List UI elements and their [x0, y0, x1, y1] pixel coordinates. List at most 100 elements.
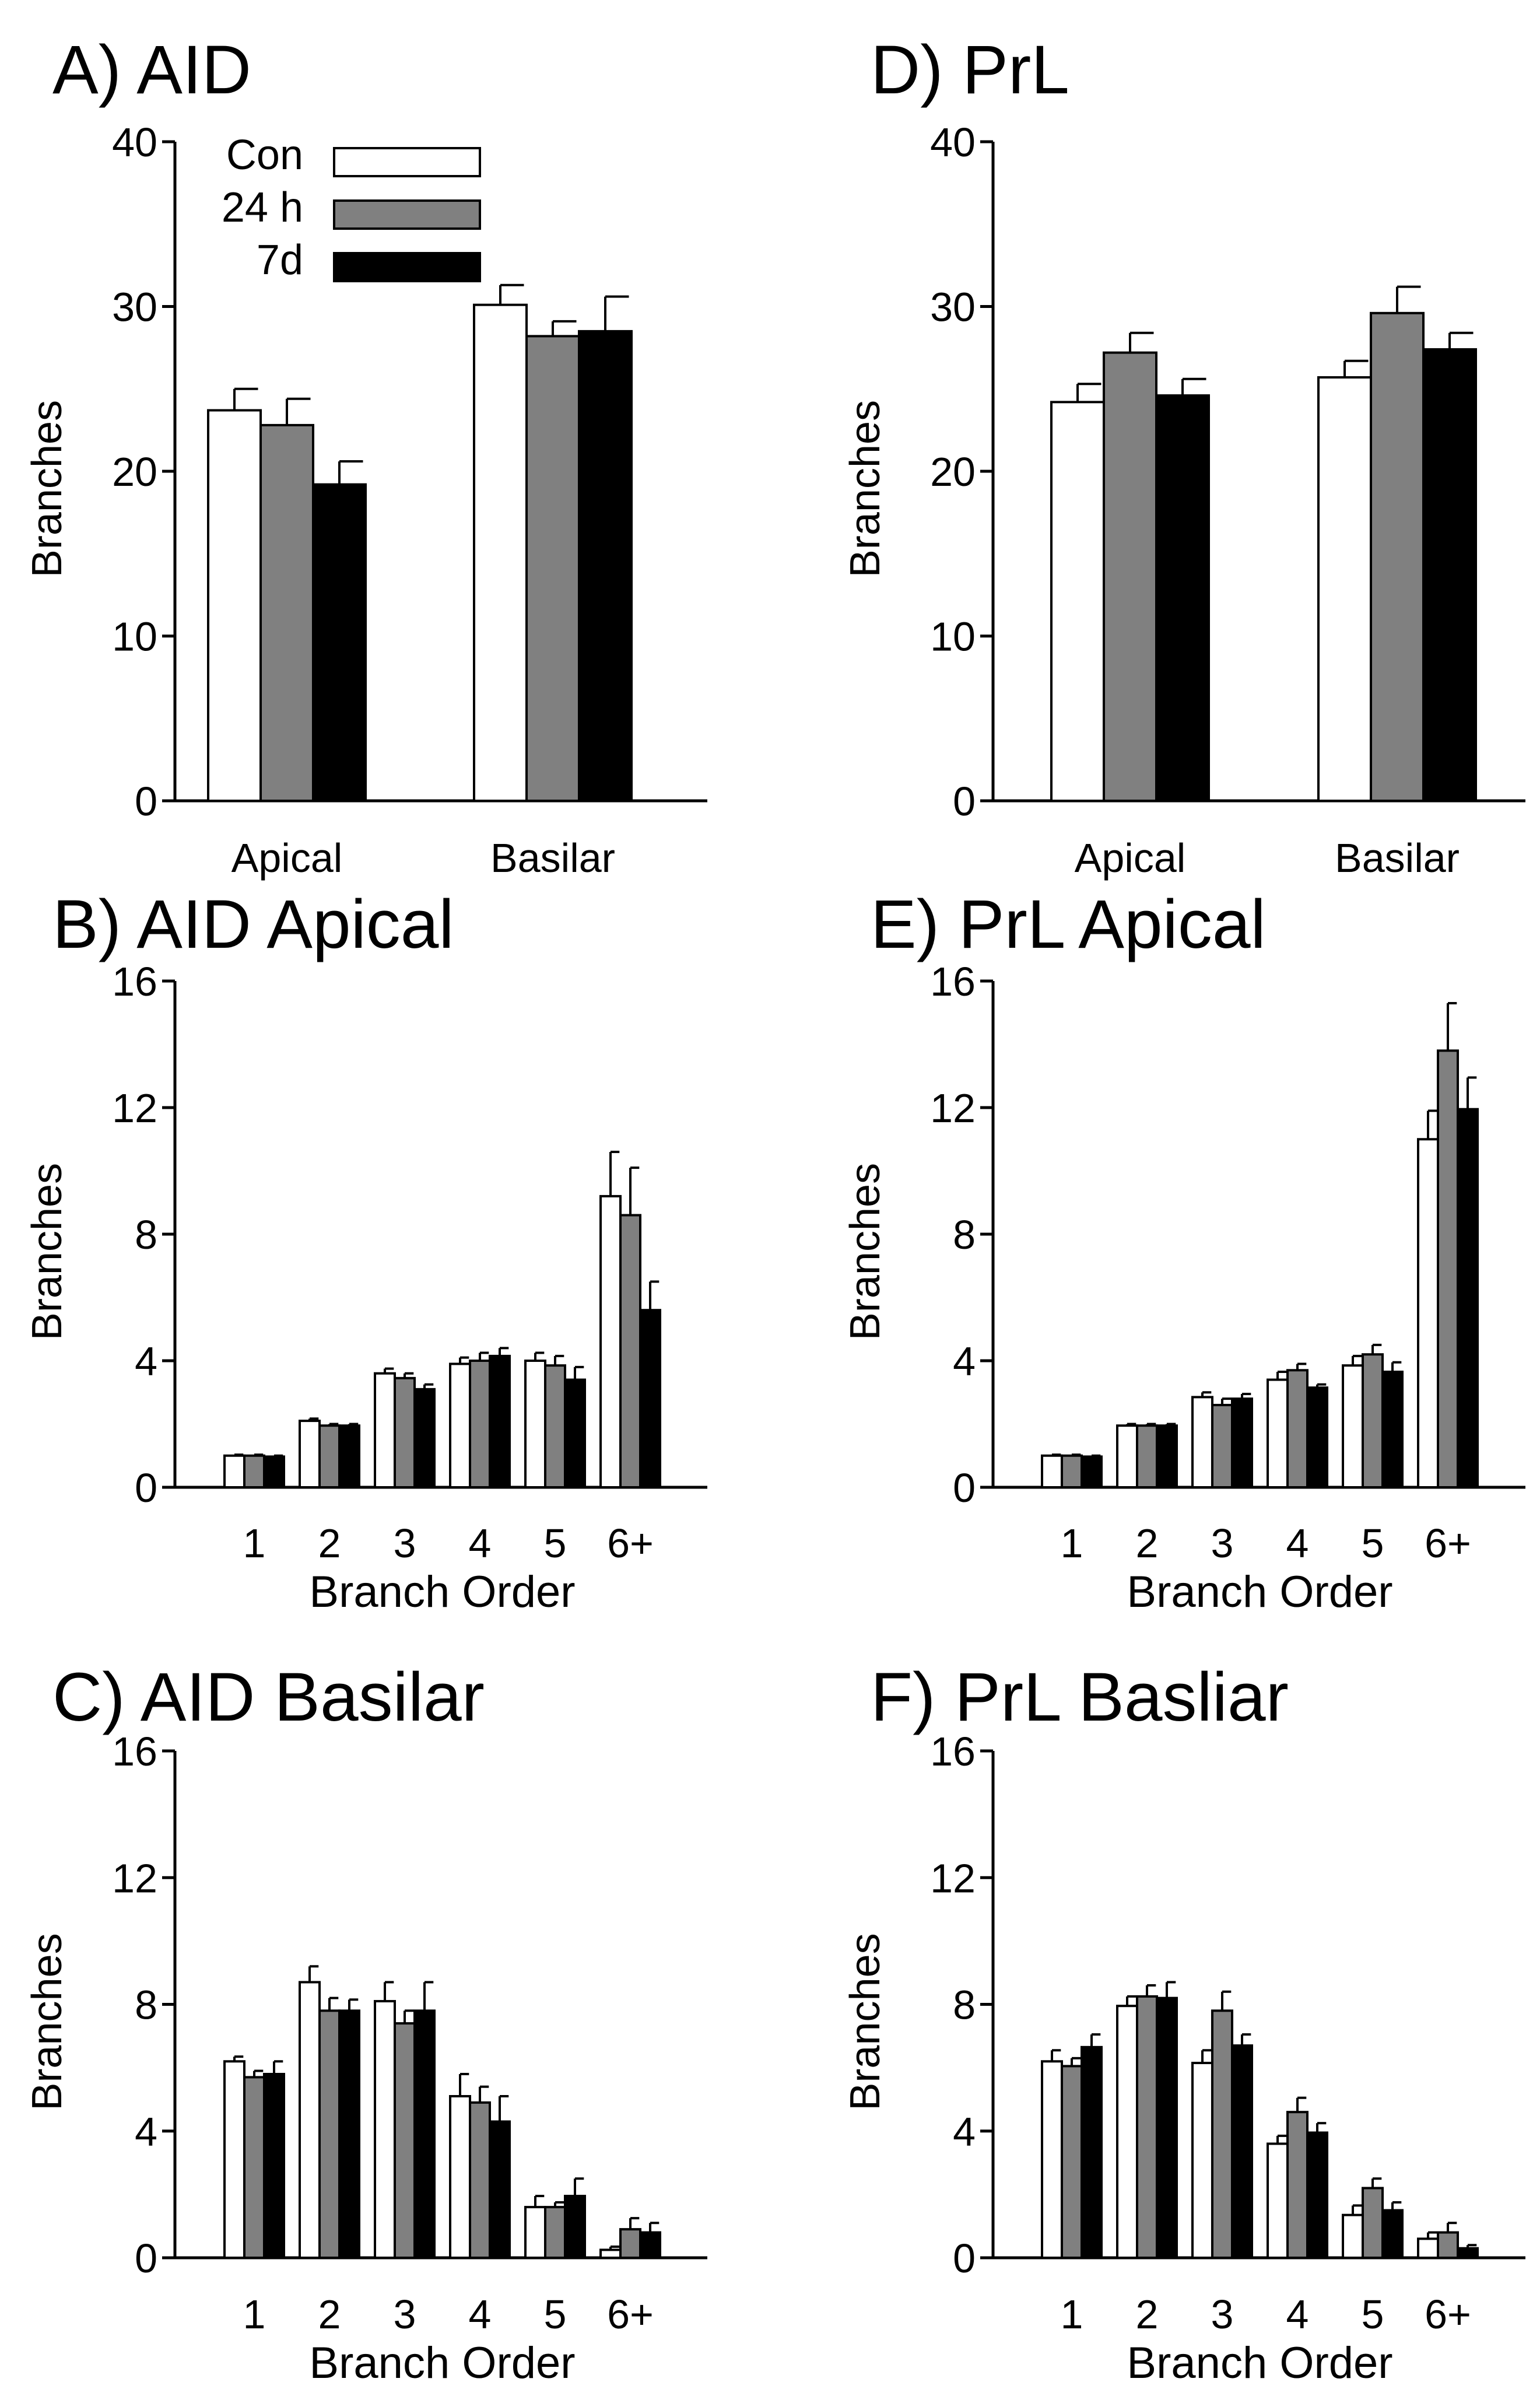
panel-a-y-tick-label: 0 — [135, 779, 157, 824]
panel-b-y-tick-label: 4 — [135, 1339, 157, 1384]
panel-b-bar — [544, 1364, 566, 1488]
panel-d-bar — [1050, 401, 1105, 802]
panel-c-x-tick-label: 3 — [394, 2292, 416, 2337]
panel-e-title: E) PrL Apical — [871, 886, 1266, 963]
legend-swatch-24-h — [333, 199, 481, 230]
panel-c-bar — [223, 2060, 245, 2259]
legend-label-con: Con — [226, 132, 303, 178]
panel-e-bar — [1231, 1397, 1253, 1489]
panel-a-y-tick-label: 30 — [112, 285, 157, 330]
panel-f-bar — [1041, 2060, 1063, 2259]
panel-c-x-tick-label: 1 — [243, 2292, 266, 2337]
panel-f-y-tick-label: 12 — [930, 1855, 976, 1901]
panel-a-bar — [578, 330, 633, 802]
panel-a-y-tick-label: 40 — [112, 120, 157, 165]
panel-f-bar — [1457, 2247, 1479, 2260]
panel-c-bar — [599, 2248, 622, 2259]
panel-f-x-tick-label: 5 — [1362, 2292, 1384, 2337]
panel-f-x-tick-label: 1 — [1061, 2292, 1083, 2337]
panel-b-bar — [338, 1424, 360, 1488]
panel-c-bar — [413, 2009, 436, 2260]
panel-b-x-tick-label: 3 — [394, 1521, 416, 1566]
panel-f-bar — [1136, 1995, 1158, 2259]
panel-e-x-tick-label: 4 — [1286, 1521, 1309, 1566]
panel-d-y-tick-label: 20 — [930, 449, 976, 495]
legend-swatch-con — [333, 147, 481, 177]
panel-e-bar — [1116, 1424, 1138, 1488]
panel-b-y-tick-label: 8 — [135, 1212, 157, 1257]
panel-c-bar — [299, 1981, 321, 2259]
panel-f-bar — [1342, 2213, 1364, 2260]
panel-a-aid: A) AID 0 10 20 30 40 Branches Apical Basilar — [24, 31, 707, 881]
panel-c-x-axis-label: Branch Order — [309, 2338, 575, 2388]
panel-c-bar — [318, 2009, 341, 2260]
panel-e-y-tick-label: 0 — [953, 1465, 976, 1511]
panel-f-x-tick-label: 6+ — [1425, 2292, 1471, 2337]
panel-f-y-axis-label: Branches — [842, 1933, 889, 2110]
panel-c-y-tick-label: 8 — [135, 1982, 157, 2028]
panel-c-bar — [449, 2095, 471, 2260]
panel-b-x-tick-label: 6+ — [607, 1521, 654, 1566]
panel-b-x-tick-label: 2 — [318, 1521, 341, 1566]
panel-e-x-tick-label: 5 — [1362, 1521, 1384, 1566]
panel-f-bar — [1286, 2111, 1309, 2260]
panel-b-title: B) AID Apical — [52, 886, 454, 963]
panel-c-bar — [243, 2076, 265, 2259]
panel-e-x-tick-label: 6+ — [1425, 1521, 1471, 1566]
panel-a-y-tick-label: 10 — [112, 614, 157, 660]
panel-c-y-tick-label: 12 — [112, 1855, 157, 1901]
panel-b-bar — [243, 1454, 265, 1488]
panel-a-y-tick-label: 20 — [112, 449, 157, 495]
panel-b-bar — [374, 1372, 396, 1488]
panel-c-y-tick-label: 0 — [135, 2236, 157, 2281]
panel-d-title: D) PrL — [871, 31, 1069, 108]
legend-label-24-h: 24 h — [222, 184, 303, 231]
panel-c-y-tick-label: 4 — [135, 2109, 157, 2155]
panel-e-bar — [1457, 1108, 1479, 1488]
panel-f-x-tick-label: 4 — [1286, 2292, 1309, 2337]
panel-f-y-tick-label: 16 — [930, 1729, 976, 1774]
panel-e-bar — [1437, 1049, 1459, 1488]
panel-e-bar — [1191, 1396, 1213, 1488]
panel-f-bar — [1156, 1996, 1178, 2259]
panel-f-title: F) PrL Basliar — [871, 1659, 1289, 1736]
panel-f-bar — [1362, 2187, 1384, 2259]
panel-b-bar — [564, 1378, 586, 1489]
panel-e-x-tick-label: 1 — [1061, 1521, 1083, 1566]
panel-c-title: C) AID Basilar — [52, 1659, 485, 1736]
panel-d-x-tick-label: Apical — [1075, 835, 1186, 881]
panel-e-bar — [1417, 1138, 1439, 1488]
panel-f-y-tick-label: 8 — [953, 1982, 976, 2028]
panel-b-x-tick-label: 1 — [243, 1521, 266, 1566]
panel-b-bar — [489, 1354, 511, 1489]
panel-d-bar — [1370, 311, 1425, 802]
panel-e-y-tick-label: 16 — [930, 959, 976, 1004]
panel-b-bar — [524, 1360, 546, 1488]
panel-b-bar — [639, 1309, 661, 1488]
panel-a-bar — [207, 409, 262, 802]
panel-b-x-tick-label: 5 — [544, 1521, 567, 1566]
panel-d-y-axis-label: Branches — [842, 400, 889, 577]
panel-f-bar — [1191, 2061, 1213, 2259]
panel-b-y-axis-label: Branches — [24, 1163, 71, 1340]
panel-b-bar — [449, 1362, 471, 1489]
panel-c-bar — [394, 2022, 416, 2259]
panel-c-x-tick-label: 5 — [544, 2292, 567, 2337]
panel-f-bar — [1437, 2231, 1459, 2260]
panel-b-bar — [394, 1376, 416, 1488]
panel-e-y-tick-label: 8 — [953, 1212, 976, 1257]
panel-c-x-tick-label: 4 — [469, 2292, 492, 2337]
panel-e-bar — [1211, 1403, 1233, 1488]
panel-b-y-tick-label: 0 — [135, 1465, 157, 1511]
panel-e-x-tick-label: 3 — [1211, 1521, 1234, 1566]
panel-c-bar — [524, 2206, 546, 2260]
panel-e-bar — [1267, 1378, 1289, 1489]
panel-f-bar — [1211, 2009, 1233, 2260]
panel-f-x-tick-label: 3 — [1211, 2292, 1234, 2337]
panel-c-bar — [544, 2206, 566, 2260]
panel-a-title: A) AID — [52, 31, 251, 108]
panel-e-bar — [1061, 1454, 1083, 1488]
